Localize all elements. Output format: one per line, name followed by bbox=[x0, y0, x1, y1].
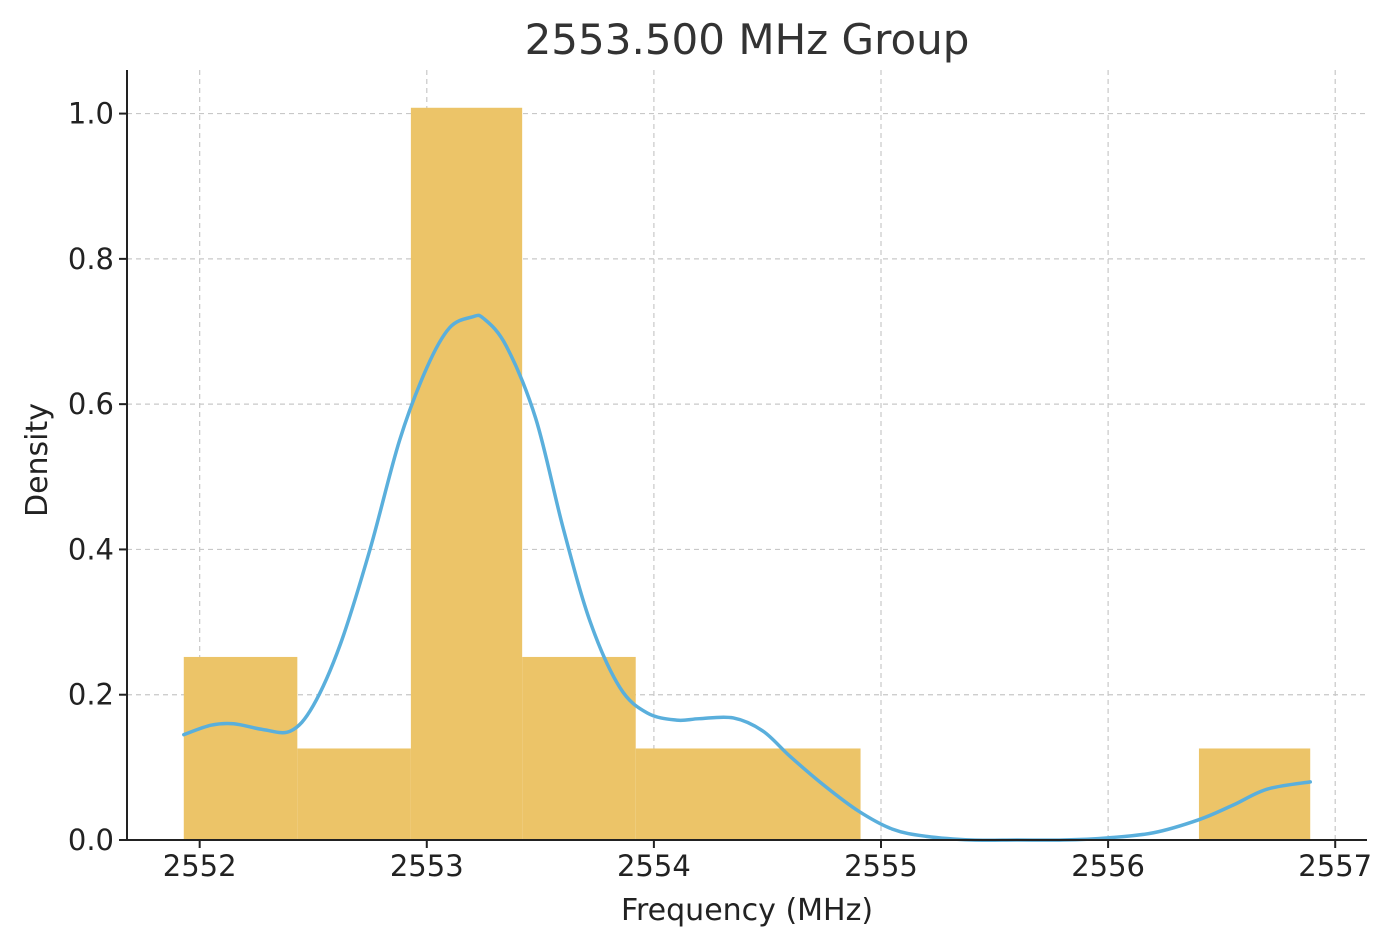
x-tick-label-2556: 2556 bbox=[1071, 849, 1145, 883]
y-tick-label-1.0: 1.0 bbox=[68, 97, 114, 131]
tick-layer: 2552 2553 2554 2555 2556 2557 0.0 0.2 0.4 0.6 0.8 1… bbox=[68, 97, 1372, 883]
x-tick-label-2554: 2554 bbox=[617, 849, 691, 883]
x-tick-label-2553: 2553 bbox=[390, 849, 464, 883]
histogram-bar-4 bbox=[522, 656, 636, 840]
histogram-bar-1 bbox=[183, 656, 298, 840]
y-tick-label-0.0: 0.0 bbox=[68, 823, 114, 857]
histogram-bars bbox=[183, 107, 1311, 841]
y-tick-label-0.4: 0.4 bbox=[68, 532, 114, 566]
histogram-bar-5 bbox=[635, 748, 747, 840]
grid bbox=[127, 70, 1367, 841]
axes bbox=[126, 70, 1367, 841]
y-tick-label-0.8: 0.8 bbox=[68, 242, 114, 276]
histogram-bar-6 bbox=[747, 748, 861, 840]
x-tick-label-2555: 2555 bbox=[844, 849, 918, 883]
x-tick-label-2557: 2557 bbox=[1298, 849, 1372, 883]
y-axis-label: Density bbox=[20, 403, 55, 517]
y-tick-label-0.2: 0.2 bbox=[68, 678, 114, 712]
histogram-bar-2 bbox=[297, 748, 411, 840]
y-tick-label-0.6: 0.6 bbox=[68, 387, 114, 421]
x-axis-label: Frequency (MHz) bbox=[621, 893, 873, 928]
histogram-bar-3 bbox=[410, 107, 523, 841]
x-tick-label-2552: 2552 bbox=[163, 849, 237, 883]
chart-title: 2553.500 MHz Group bbox=[525, 15, 970, 64]
